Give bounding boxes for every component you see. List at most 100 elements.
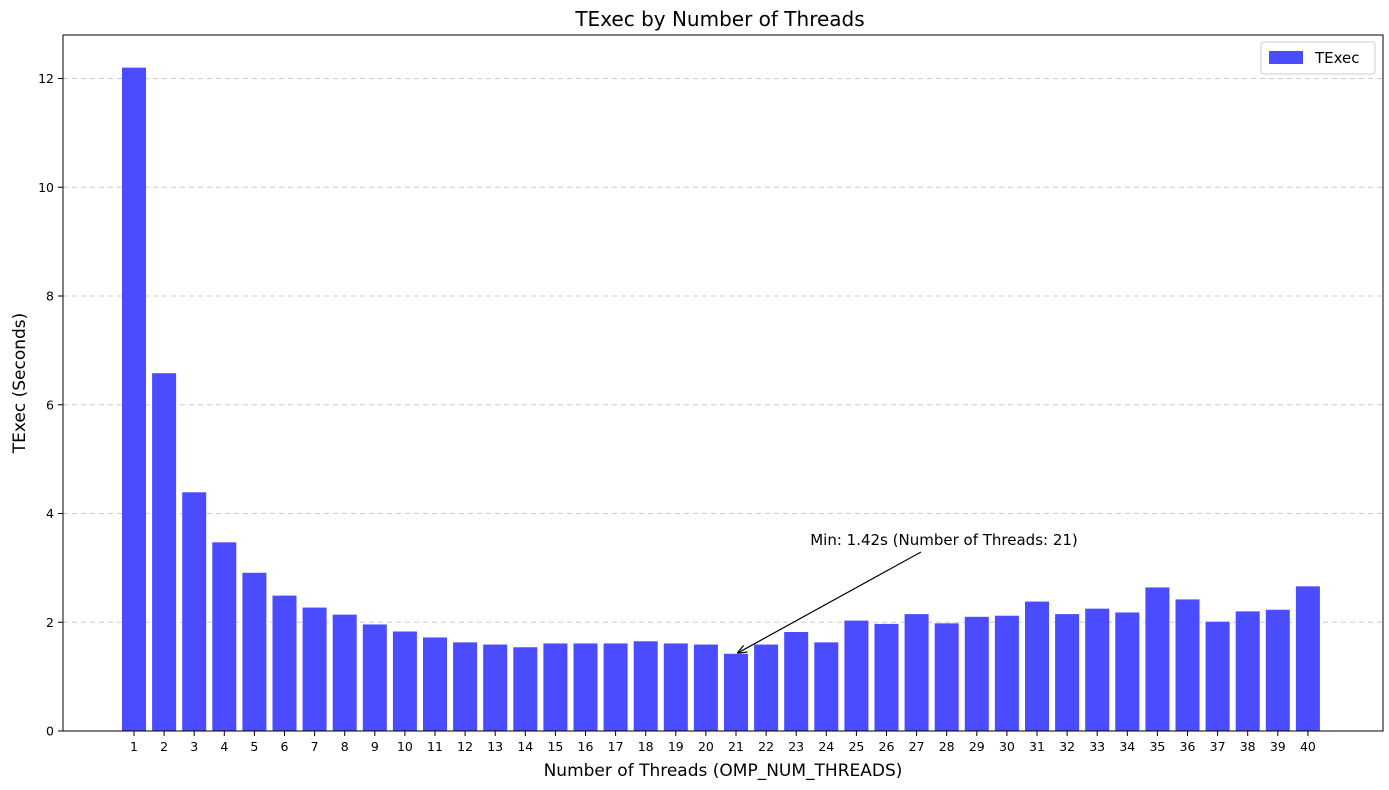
- bar: [212, 542, 237, 731]
- x-tick-label: 37: [1210, 739, 1226, 754]
- y-tick-label: 12: [38, 71, 54, 86]
- bar: [423, 637, 447, 731]
- x-tick-label: 34: [1119, 739, 1135, 754]
- chart-title: TExec by Number of Threads: [574, 7, 864, 31]
- x-tick-label: 23: [788, 739, 804, 754]
- y-tick-label: 2: [46, 615, 54, 630]
- x-tick-label: 35: [1149, 739, 1165, 754]
- bar: [754, 644, 779, 731]
- x-tick-label: 19: [668, 739, 684, 754]
- bar: [332, 614, 357, 731]
- x-tick-label: 12: [457, 739, 473, 754]
- grid-lines: [63, 78, 1383, 623]
- x-tick-label: 25: [848, 739, 864, 754]
- y-tick-label: 6: [46, 397, 54, 412]
- x-tick-label: 9: [371, 739, 379, 754]
- x-tick-label: 10: [397, 739, 413, 754]
- bar: [573, 643, 598, 731]
- bar: [1175, 599, 1200, 731]
- bar: [1085, 608, 1110, 731]
- x-tick-label: 18: [638, 739, 654, 754]
- x-tick-label: 39: [1270, 739, 1286, 754]
- bar: [152, 373, 177, 731]
- x-axis-ticks: 1 2 3 4 5 6 7 8 9 10 11 12 13 14 15 16 17 18 19 20 21 22 23 24 2…: [130, 731, 1316, 754]
- bar: [724, 653, 748, 731]
- x-tick-label: 14: [517, 739, 533, 754]
- bars: [122, 67, 1320, 731]
- bar: [302, 607, 327, 731]
- bar: [392, 631, 417, 731]
- x-tick-label: 29: [969, 739, 985, 754]
- y-tick-label: 8: [46, 289, 54, 304]
- y-tick-label: 10: [38, 180, 54, 195]
- bar: [904, 614, 929, 731]
- bar: [1265, 609, 1290, 731]
- plot-frame: [62, 34, 1384, 732]
- x-tick-label: 24: [818, 739, 834, 754]
- x-tick-label: 38: [1240, 739, 1256, 754]
- bar: [362, 624, 387, 731]
- bar: [874, 623, 899, 731]
- bar: [964, 616, 989, 731]
- x-tick-label: 7: [311, 739, 319, 754]
- bar: [994, 615, 1019, 731]
- min-annotation: Min: 1.42s (Number of Threads: 21): [738, 531, 1078, 653]
- bar: [242, 572, 267, 731]
- bar: [483, 644, 508, 731]
- bar: [603, 643, 628, 731]
- legend: TExec: [1260, 41, 1376, 75]
- legend-swatch: [1269, 51, 1303, 64]
- y-tick-label: 0: [46, 724, 54, 739]
- bar: [543, 643, 568, 731]
- bar: [1205, 621, 1230, 731]
- legend-frame: [1260, 41, 1376, 75]
- bar: [182, 492, 207, 731]
- y-axis-ticks: 0 2 4 6 8 10 12: [38, 71, 63, 739]
- x-tick-label: 8: [341, 739, 349, 754]
- y-axis-label: TExec (Seconds): [10, 313, 30, 455]
- x-tick-label: 22: [758, 739, 774, 754]
- bar: [693, 644, 718, 731]
- x-tick-label: 6: [281, 739, 289, 754]
- annotation-text: Min: 1.42s (Number of Threads: 21): [810, 531, 1078, 549]
- legend-label: TExec: [1314, 49, 1360, 67]
- bar: [844, 620, 869, 731]
- bar: [122, 67, 146, 731]
- x-tick-label: 2: [160, 739, 168, 754]
- bar: [633, 641, 658, 731]
- x-tick-label: 20: [698, 739, 714, 754]
- x-tick-label: 33: [1089, 739, 1105, 754]
- x-tick-label: 26: [879, 739, 895, 754]
- bar: [1115, 612, 1140, 731]
- bar: [663, 643, 688, 731]
- x-tick-label: 1: [130, 739, 138, 754]
- x-tick-label: 27: [909, 739, 925, 754]
- bar: [1295, 586, 1320, 731]
- x-tick-label: 15: [547, 739, 563, 754]
- x-tick-label: 5: [250, 739, 258, 754]
- x-tick-label: 4: [220, 739, 228, 754]
- x-tick-label: 3: [190, 739, 198, 754]
- x-tick-label: 11: [427, 739, 443, 754]
- bar: [784, 632, 809, 731]
- x-tick-label: 30: [999, 739, 1015, 754]
- x-tick-label: 17: [608, 739, 624, 754]
- bar: [453, 642, 478, 731]
- x-axis-label: Number of Threads (OMP_NUM_THREADS): [544, 761, 903, 781]
- bar: [1055, 614, 1080, 731]
- x-tick-label: 31: [1029, 739, 1045, 754]
- x-tick-label: 21: [728, 739, 744, 754]
- bar: [1145, 587, 1170, 731]
- bar: [814, 642, 839, 731]
- y-tick-label: 4: [46, 506, 54, 521]
- bar: [1235, 611, 1260, 731]
- bar: [934, 623, 959, 731]
- x-tick-label: 28: [939, 739, 955, 754]
- x-tick-label: 40: [1300, 739, 1316, 754]
- bar: [513, 647, 538, 731]
- bar: [272, 595, 297, 731]
- x-tick-label: 36: [1180, 739, 1196, 754]
- bar: [1025, 601, 1049, 731]
